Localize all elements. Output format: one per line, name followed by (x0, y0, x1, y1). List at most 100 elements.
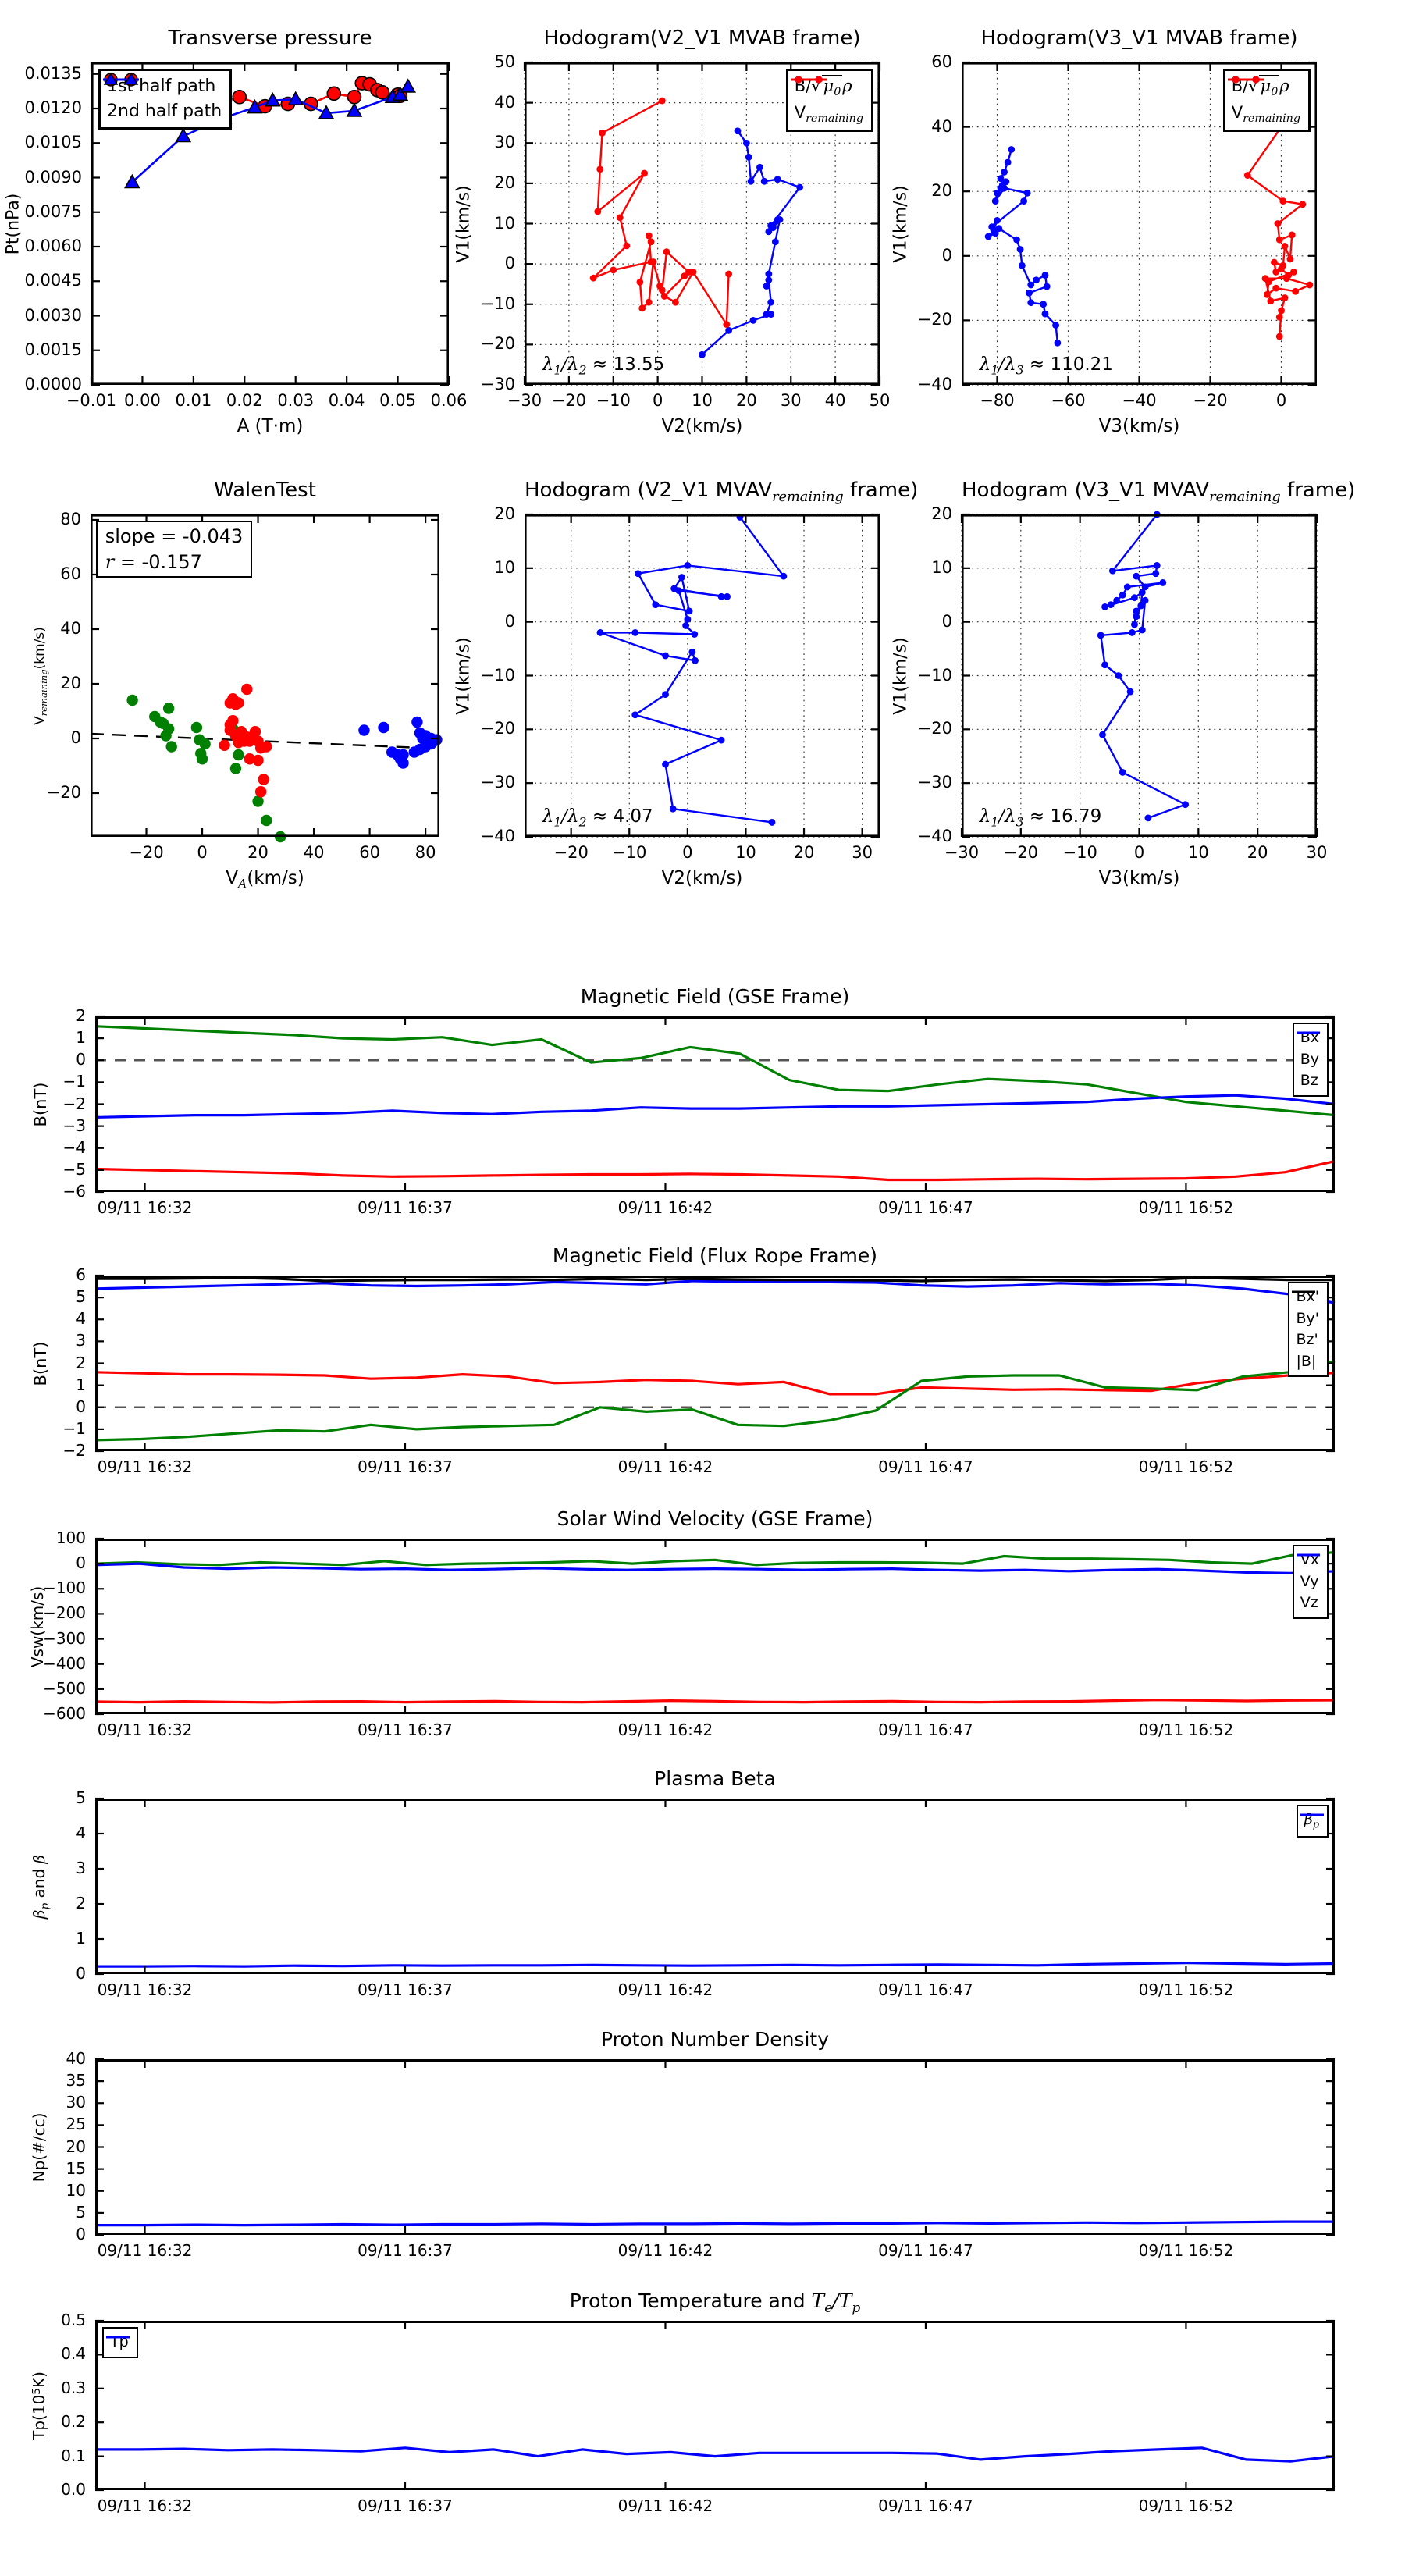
x-tick-label: 0.04 (328, 391, 365, 410)
plot-area (960, 511, 1318, 838)
series-bz (94, 1094, 1336, 1119)
x-tick-label: 09/11 16:37 (357, 1720, 453, 1739)
marker-dot (599, 129, 606, 137)
y-tick-label: 2 (76, 1353, 86, 1372)
x-tick-label: 09/11 16:52 (1138, 1980, 1234, 1999)
y-tick-label: −6 (62, 1182, 86, 1201)
x-tick-label: −30 (944, 843, 980, 862)
y-tick-label: −1 (62, 1418, 86, 1438)
plot-title: Magnetic Field (Flux Rope Frame) (552, 1244, 878, 1267)
y-tick-label: 0 (76, 2225, 86, 2243)
y-tick-label: 0.0060 (24, 237, 82, 255)
marker-dot (684, 615, 692, 623)
marker-dot (662, 691, 669, 698)
marker-dot (162, 703, 175, 714)
y-tick-label: 35 (66, 2071, 86, 2090)
panel-hodogram-v2v1-mvav: Hodogram (V2_V1 MVAVremaining frame) V1(k… (454, 479, 919, 888)
marker-dot (1263, 290, 1271, 298)
marker-dot (1153, 561, 1161, 569)
plot-title: WalenTest (214, 479, 316, 502)
plot-title: Hodogram (V3_V1 MVAVremaining frame) (962, 479, 1356, 506)
marker-dot (647, 238, 655, 246)
marker-dot (1002, 178, 1010, 186)
x-tick-label: −60 (1051, 391, 1086, 410)
series-tp (95, 2446, 1336, 2463)
marker-dot (219, 739, 230, 751)
y-tick-label: 20 (66, 2137, 86, 2156)
axes-border (95, 1276, 1335, 1451)
panel-plasma-beta: Plasma Beta βp and β 09/11 16:32 09/11 16:3… (30, 1767, 1336, 1999)
y-tick-label: 1 (76, 1929, 86, 1948)
marker-dot (227, 715, 239, 727)
marker-dot (1107, 601, 1115, 609)
marker-dot (631, 629, 639, 636)
y-tick-label: 0 (70, 728, 81, 747)
marker-dot (1141, 596, 1149, 604)
axes-border (91, 62, 449, 385)
marker-dot (1001, 169, 1008, 176)
y-tick-label: −20 (46, 783, 81, 802)
y-tick-label: −20 (917, 719, 952, 738)
series-walen-green (126, 694, 286, 843)
marker-dot (1101, 661, 1108, 669)
panel-b-gse: Magnetic Field (GSE Frame) B(nT) 09/11 16:… (31, 985, 1336, 1217)
y-tick-label: 0.0105 (24, 133, 82, 152)
x-tick-label: 09/11 16:52 (1138, 2496, 1234, 2515)
axes-border (95, 2321, 1335, 2490)
marker-dot (1115, 672, 1122, 679)
marker-dot (1027, 299, 1035, 307)
legend: B/√μ0ρ Vremaining (785, 69, 873, 133)
marker-dot (1278, 265, 1285, 272)
series-fit-line (90, 732, 440, 750)
marker-dot (1113, 596, 1121, 604)
marker-dot (652, 601, 660, 609)
marker-dot (645, 232, 653, 240)
marker-dot (190, 721, 203, 734)
panel-walen-test: WalenTest Vremaining(km/s) VA(km/s) −20 0 20 4… (32, 479, 443, 891)
plot-title: Hodogram (V2_V1 MVAVremaining frame) (525, 479, 919, 506)
marker-dot (1008, 146, 1016, 153)
x-tick-label: −20 (553, 843, 589, 862)
marker-triangle (175, 127, 192, 143)
y-tick-label: 0 (76, 1397, 86, 1416)
marker-dot (1282, 275, 1290, 283)
y-tick-label: 0.0075 (24, 201, 82, 221)
series-v-path (1099, 514, 1186, 820)
marker-triangle (287, 91, 304, 106)
marker-dot (765, 270, 773, 278)
marker-dot (768, 819, 776, 826)
series-markers-b-alfven (699, 127, 804, 358)
marker-dot (742, 139, 750, 147)
marker-dot (756, 163, 763, 171)
marker-dot (1108, 567, 1116, 575)
x-tick-label: 0 (652, 391, 663, 410)
marker-dot (734, 127, 742, 135)
y-tick-label: 40 (66, 2049, 86, 2068)
plot-title: Hodogram(V2_V1 MVAB frame) (543, 27, 861, 50)
marker-triangle (123, 173, 140, 189)
series-bx-prime (94, 1371, 1336, 1396)
x-tick-label: 09/11 16:37 (357, 2241, 453, 2260)
y-tick-label: −20 (917, 310, 952, 329)
y-tick-label: 6 (76, 1265, 86, 1284)
x-tick-label: 09/11 16:37 (357, 1198, 453, 1217)
marker-dot (258, 774, 269, 785)
y-tick-label: 30 (66, 2093, 86, 2112)
marker-dot (1027, 281, 1035, 289)
marker-dot (691, 631, 699, 638)
x-tick-label: 20 (793, 843, 815, 862)
y-tick-label: 0 (76, 1964, 86, 1983)
series-np (95, 2220, 1335, 2227)
marker-dot (1138, 589, 1146, 596)
x-tick-label: 09/11 16:52 (1138, 1198, 1234, 1217)
plot-title: Proton Temperature and Te/Tp (569, 2290, 861, 2316)
x-tick-label: 0 (1275, 391, 1287, 410)
plot-title: Plasma Beta (654, 1767, 776, 1790)
legend-dot (795, 76, 802, 84)
annotation: λ1/λ3 ≈ 110.21 (979, 354, 1113, 378)
marker-dot (678, 574, 685, 581)
x-tick-label: 09/11 16:32 (97, 2241, 193, 2260)
y-tick-label: 1 (76, 1028, 86, 1048)
y-tick-label: 10 (66, 2180, 86, 2200)
marker-dot (252, 754, 264, 767)
